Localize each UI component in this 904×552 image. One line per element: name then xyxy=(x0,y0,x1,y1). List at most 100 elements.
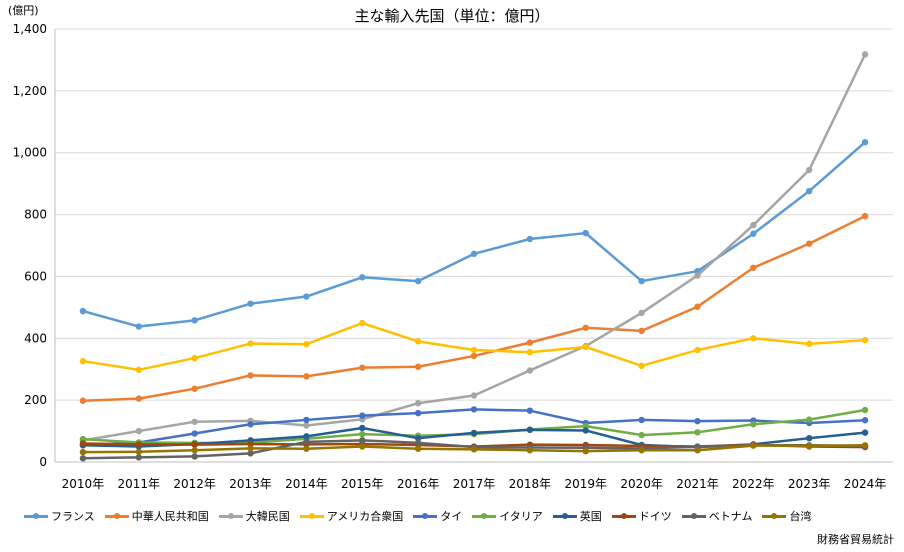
legend-item: ドイツ xyxy=(611,508,672,524)
data-point xyxy=(359,437,366,444)
data-point xyxy=(359,424,366,432)
data-point xyxy=(414,439,422,447)
data-point xyxy=(526,349,534,356)
source-note: 財務省貿易統計 xyxy=(817,533,894,546)
data-point xyxy=(247,340,254,347)
data-point xyxy=(414,338,422,345)
x-tick-label: 2023年 xyxy=(788,477,831,491)
data-point xyxy=(582,343,589,351)
data-point xyxy=(638,431,645,439)
y-tick-label: 600 xyxy=(24,269,47,283)
legend-label: 大韓民国 xyxy=(245,510,290,523)
series-line xyxy=(82,53,867,442)
data-point xyxy=(303,445,310,452)
data-point xyxy=(414,434,422,442)
data-point xyxy=(191,453,198,460)
legend-label: イタリア xyxy=(499,510,543,523)
legend-label: タイ xyxy=(440,510,463,523)
x-tick-label: 2013年 xyxy=(229,477,272,491)
data-point xyxy=(191,317,198,324)
data-point xyxy=(638,309,645,317)
data-point xyxy=(582,427,589,434)
data-point xyxy=(247,372,254,379)
legend-swatch-dot xyxy=(227,513,234,519)
data-point xyxy=(470,406,478,413)
y-axis-unit-label: (億円) xyxy=(8,4,39,17)
data-point xyxy=(79,455,87,462)
data-point xyxy=(526,426,534,434)
legend-item: フランス xyxy=(24,508,95,524)
data-point xyxy=(694,303,701,310)
data-point xyxy=(359,274,366,281)
x-tick-label: 2020年 xyxy=(620,477,663,491)
data-point xyxy=(191,430,198,437)
data-point xyxy=(79,307,87,315)
legend-swatch xyxy=(413,511,438,521)
data-point xyxy=(470,429,478,437)
data-point xyxy=(806,166,813,174)
series-line xyxy=(82,141,866,328)
legend-swatch-dot xyxy=(33,513,39,519)
x-tick-label: 2015年 xyxy=(341,477,384,491)
data-point xyxy=(247,421,254,428)
data-point xyxy=(414,277,422,285)
data-point xyxy=(303,433,310,440)
legend-label: ベトナム xyxy=(708,510,753,523)
chart-title: 主な輸入先国（単位：億円） xyxy=(354,7,550,25)
data-point xyxy=(247,445,254,452)
data-point xyxy=(806,187,813,195)
data-point xyxy=(135,441,142,448)
data-point xyxy=(526,447,534,454)
legend-swatch xyxy=(24,511,48,521)
data-point xyxy=(414,363,422,370)
legend-swatch xyxy=(681,511,706,521)
data-point xyxy=(638,327,645,335)
x-tick-label: 2010年 xyxy=(62,477,105,491)
data-point xyxy=(638,362,645,370)
data-point xyxy=(750,335,757,342)
data-point xyxy=(191,441,198,448)
legend-item: アメリカ合衆国 xyxy=(299,508,403,524)
data-point xyxy=(470,250,478,258)
legend-swatch-dot xyxy=(422,513,429,519)
legend-swatch xyxy=(218,511,243,521)
x-tick-label: 2011年 xyxy=(118,477,161,491)
data-point xyxy=(526,339,534,346)
data-point xyxy=(470,346,478,354)
data-point xyxy=(247,450,254,457)
y-tick-label: 800 xyxy=(24,208,47,222)
x-tick-label: 2022年 xyxy=(732,477,775,491)
data-point xyxy=(526,367,534,374)
data-point xyxy=(861,51,869,58)
y-tick-label: 400 xyxy=(24,331,47,345)
data-point xyxy=(79,397,87,404)
data-point xyxy=(79,440,87,447)
data-point xyxy=(638,416,645,424)
data-point xyxy=(861,212,869,220)
x-tick-label: 2014年 xyxy=(285,477,328,491)
x-tick-label: 2019年 xyxy=(564,477,607,491)
legend-swatch xyxy=(104,511,129,521)
data-point xyxy=(750,264,757,271)
data-point xyxy=(470,392,478,399)
data-point xyxy=(861,417,869,424)
data-point xyxy=(806,240,813,247)
data-point xyxy=(191,447,198,454)
legend-swatch-dot xyxy=(620,513,627,519)
data-point xyxy=(861,406,869,414)
data-point xyxy=(135,366,142,374)
legend-item: イタリア xyxy=(472,508,543,524)
x-tick-label: 2012年 xyxy=(173,477,216,491)
data-point xyxy=(750,230,757,237)
data-point xyxy=(303,438,310,446)
legend-label: ドイツ xyxy=(638,510,672,523)
data-point xyxy=(806,340,813,348)
x-tick-label: 2018年 xyxy=(509,477,552,491)
data-point xyxy=(694,429,701,436)
data-point xyxy=(135,395,142,402)
data-point xyxy=(359,443,366,450)
data-point xyxy=(359,319,366,327)
data-point xyxy=(359,412,366,419)
data-point xyxy=(582,447,589,455)
data-point xyxy=(135,323,142,330)
